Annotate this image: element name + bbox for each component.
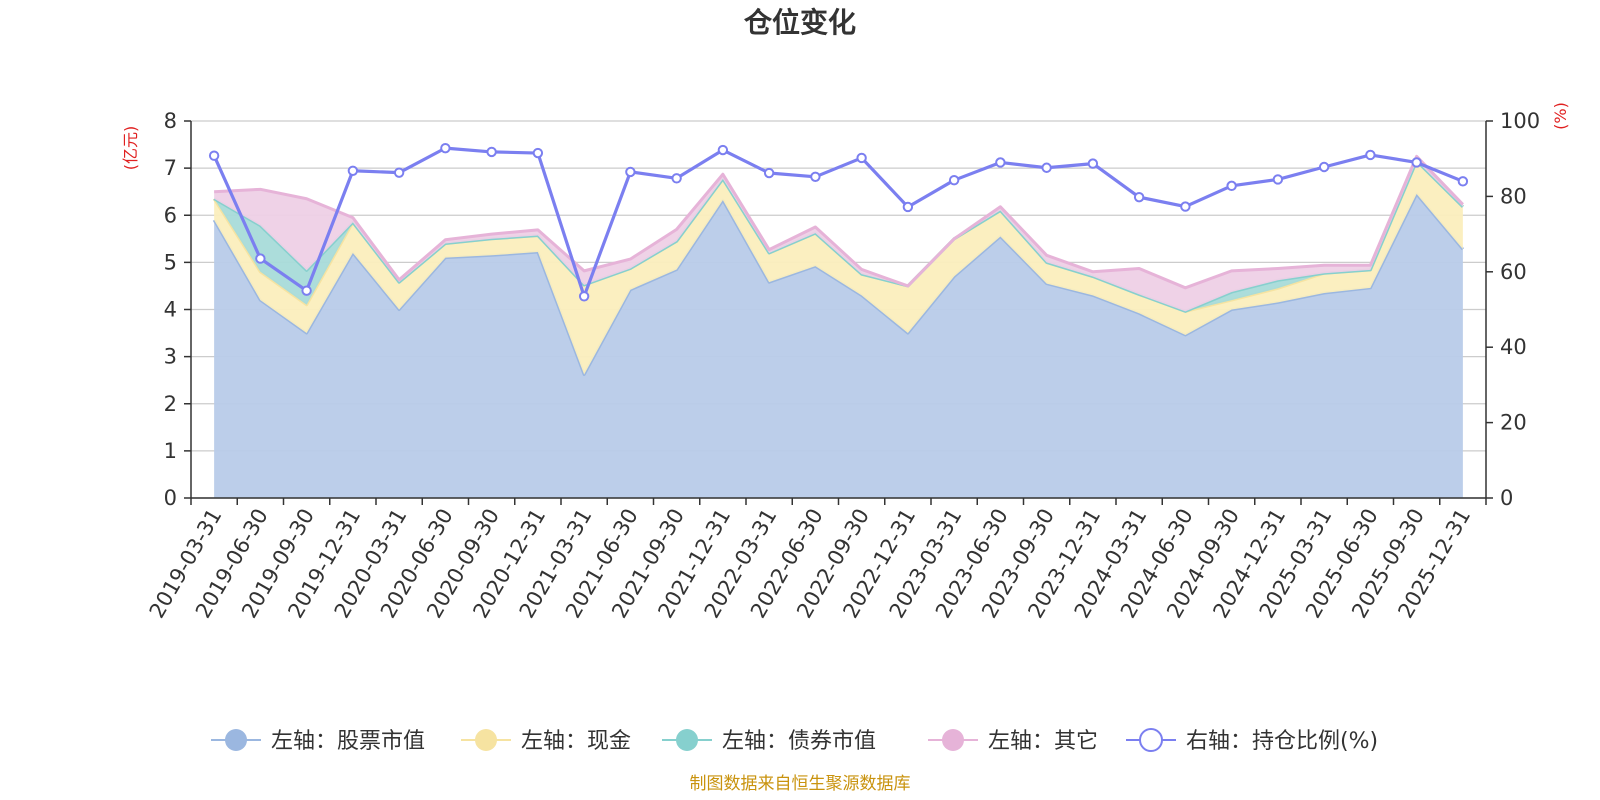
ratio-line — [212, 146, 1464, 298]
legend-label: 左轴：债券市值 — [722, 729, 876, 754]
ratio-point — [717, 144, 729, 156]
right-tick-label: 60 — [1500, 260, 1527, 284]
legend-item-1[interactable]: 左轴：现金 — [461, 729, 631, 754]
legend-item-0[interactable]: 左轴：股票市值 — [211, 729, 425, 754]
right-tick-label: 80 — [1500, 184, 1527, 208]
ratio-point — [1365, 149, 1376, 161]
ratio-point — [440, 142, 451, 154]
legend-label: 左轴：现金 — [521, 729, 631, 754]
left-axis-unit: (亿元) — [121, 126, 140, 171]
legend[interactable]: 左轴：股票市值 左轴：现金 左轴：债券市值 左轴：其它 右轴：持仓比例(%) — [211, 728, 1378, 754]
legend-item-2[interactable]: 左轴：债券市值 — [662, 729, 876, 754]
ratio-point — [1457, 176, 1469, 187]
ratio-point — [763, 167, 775, 179]
source-note: 制图数据来自恒生聚源数据库 — [690, 774, 911, 794]
ratio-point — [902, 201, 914, 213]
left-tick-label: 5 — [164, 250, 177, 274]
legend-marker — [676, 729, 698, 751]
ratio-point — [1411, 157, 1422, 168]
left-tick-label: 8 — [164, 109, 177, 133]
ratio-point — [301, 285, 312, 296]
ratio-point — [1087, 158, 1099, 169]
legend-marker — [1139, 728, 1163, 752]
ratio-point — [578, 291, 590, 302]
ratio-point — [208, 150, 220, 161]
ratio-point — [810, 171, 821, 182]
ratio-point — [856, 152, 867, 164]
right-tick-label: 0 — [1500, 486, 1513, 510]
legend-label: 左轴：股票市值 — [271, 729, 425, 754]
ratio-point — [1133, 191, 1145, 203]
legend-item-4[interactable]: 右轴：持仓比例(%) — [1126, 728, 1378, 754]
ratio-point — [1318, 161, 1330, 173]
area-fill-0 — [214, 194, 1463, 499]
ratio-point — [393, 167, 405, 178]
ratio-point — [625, 166, 636, 178]
legend-marker — [475, 729, 497, 751]
right-axis-unit: (%) — [1551, 102, 1570, 130]
left-tick-label: 2 — [164, 392, 177, 416]
legend-marker — [225, 729, 247, 751]
ratio-point — [347, 165, 359, 176]
left-tick-label: 4 — [164, 298, 177, 322]
right-tick-label: 100 — [1500, 109, 1540, 133]
left-tick-label: 6 — [164, 203, 177, 227]
left-tick-label: 3 — [164, 345, 177, 369]
ratio-point — [995, 157, 1006, 168]
ratio-series — [208, 142, 1469, 302]
ratio-point — [1272, 174, 1284, 185]
ratio-point — [255, 253, 266, 264]
ratio-point — [532, 147, 544, 159]
ratio-point — [1180, 201, 1191, 212]
ratio-point — [671, 173, 682, 184]
ratio-point — [948, 174, 960, 186]
left-tick-label: 7 — [164, 156, 177, 180]
legend-label: 右轴：持仓比例(%) — [1186, 729, 1378, 754]
left-tick-label: 0 — [164, 486, 177, 510]
right-tick-label: 20 — [1500, 411, 1527, 435]
area-fill-1 — [214, 161, 1463, 375]
ratio-point — [486, 146, 497, 158]
legend-label: 左轴：其它 — [988, 729, 1098, 754]
ratio-point — [1226, 180, 1237, 192]
area-series — [212, 154, 1465, 499]
legend-item-3[interactable]: 左轴：其它 — [928, 729, 1098, 754]
area-line-3 — [214, 154, 1464, 290]
ratio-point — [1041, 162, 1052, 173]
left-tick-label: 1 — [164, 439, 177, 463]
right-tick-label: 40 — [1500, 335, 1527, 359]
legend-marker — [942, 729, 964, 751]
chart-title: 仓位变化 — [744, 6, 856, 39]
